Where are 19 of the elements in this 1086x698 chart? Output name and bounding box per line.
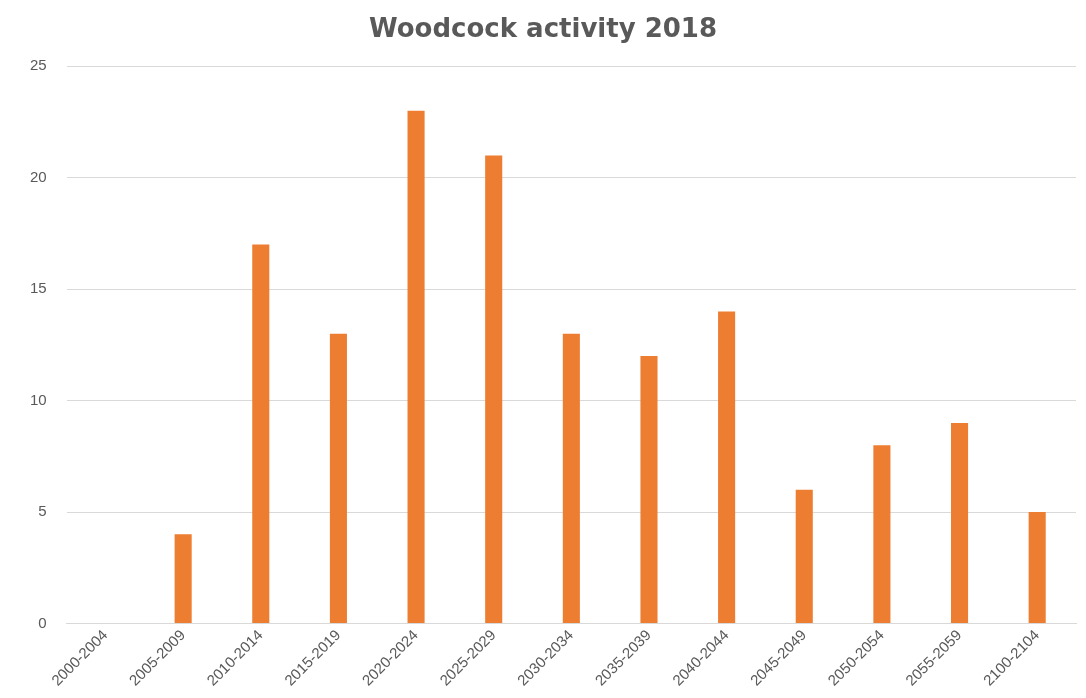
bar <box>174 534 192 624</box>
y-tick-label: 10 <box>30 390 47 408</box>
bar <box>562 333 580 624</box>
bar <box>485 155 503 624</box>
bar <box>718 311 736 624</box>
bar <box>1028 512 1046 624</box>
y-tick-label: 0 <box>38 613 47 631</box>
bar <box>873 445 891 624</box>
bar <box>329 333 347 624</box>
bar <box>407 110 425 624</box>
bar <box>252 244 270 624</box>
bar <box>795 489 813 624</box>
y-tick-label: 15 <box>30 279 47 297</box>
bar <box>640 356 658 624</box>
chart-title: Woodcock activity 2018 <box>368 13 718 44</box>
y-tick-label: 5 <box>38 502 47 520</box>
y-tick-label: 20 <box>30 167 47 185</box>
y-tick-label: 25 <box>30 56 47 74</box>
bar <box>951 422 969 624</box>
